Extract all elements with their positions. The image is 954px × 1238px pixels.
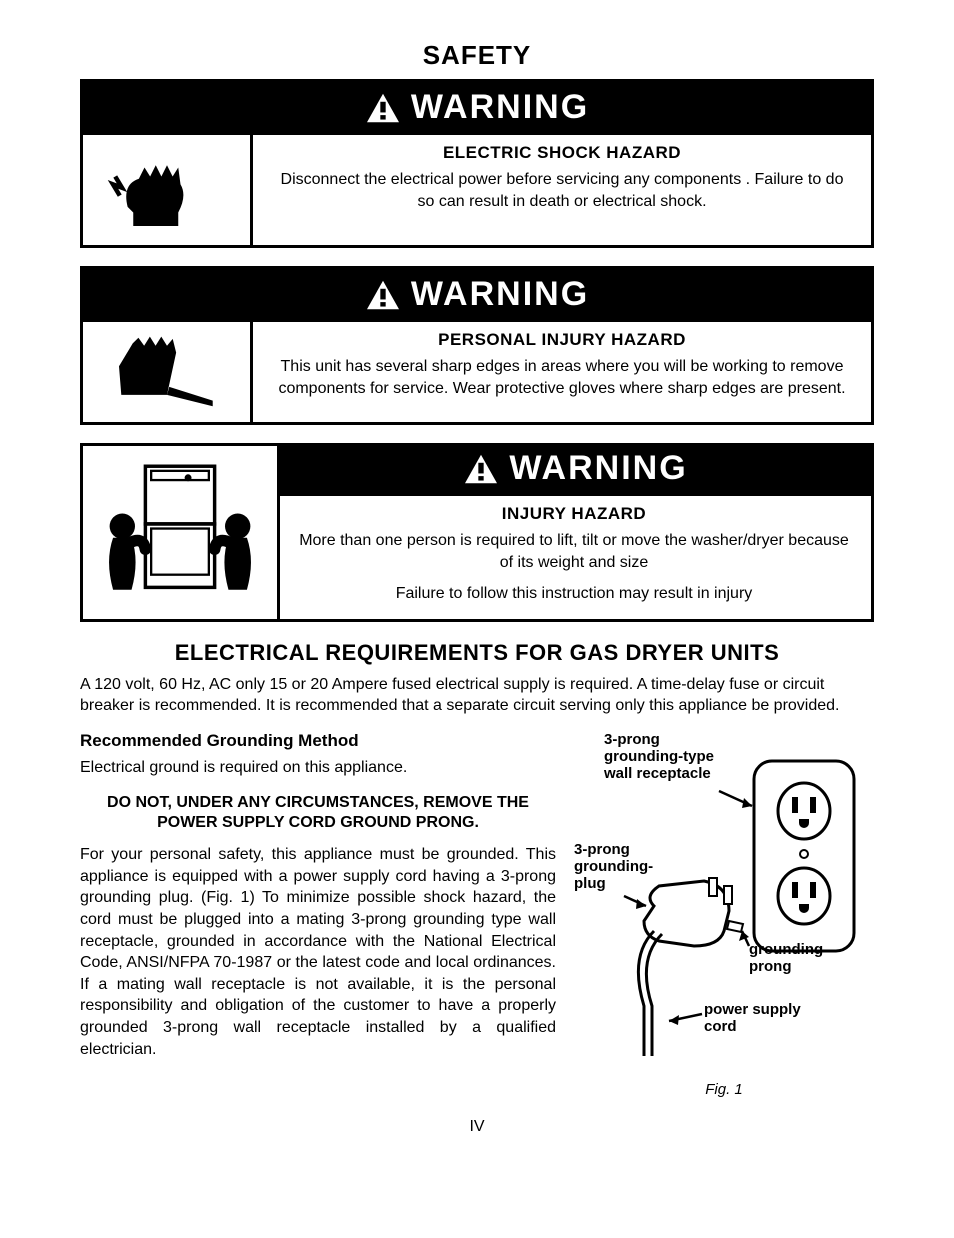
grounding-body: For your personal safety, this appliance… (80, 844, 556, 1060)
warning-subhead: INJURY HAZARD (297, 504, 851, 524)
warning-header-text: WARNING (509, 449, 687, 488)
alert-triangle-icon (365, 279, 401, 311)
warning-header-text: WARNING (411, 275, 589, 314)
shock-hand-icon (83, 135, 253, 245)
label-receptacle: 3-prong grounding-type wall receptacle (604, 731, 714, 783)
label-plug: 3-prong grounding-plug (574, 841, 664, 893)
warning-header: WARNING (83, 269, 871, 322)
alert-triangle-icon (365, 92, 401, 124)
warning-personal-injury: WARNING PERSONAL INJURY HAZARD This unit… (80, 266, 874, 425)
alert-triangle-icon (463, 453, 499, 485)
warning-subhead: ELECTRIC SHOCK HAZARD (273, 143, 851, 163)
page-number: IV (80, 1118, 874, 1136)
warning-text-2: Failure to follow this instruction may r… (297, 583, 851, 605)
warning-subhead: PERSONAL INJURY HAZARD (273, 330, 851, 350)
grounding-method-head: Recommended Grounding Method (80, 731, 556, 751)
figure-1: 3-prong grounding-type wall receptacle 3… (574, 731, 874, 1098)
label-cord: power supply cord (704, 1001, 804, 1036)
do-not-remove-prong: DO NOT, UNDER ANY CIRCUMSTANCES, REMOVE … (80, 793, 556, 835)
page-title: SAFETY (80, 40, 874, 71)
warning-header-text: WARNING (411, 88, 589, 127)
electrical-intro: A 120 volt, 60 Hz, AC only 15 or 20 Ampe… (80, 674, 874, 717)
warning-electric-shock: WARNING ELECTRIC SHOCK HAZARD Disconnect… (80, 79, 874, 248)
warning-text: This unit has several sharp edges in are… (273, 356, 851, 399)
two-person-lift-icon (80, 443, 280, 622)
figure-caption: Fig. 1 (574, 1081, 874, 1098)
sharp-hand-icon (83, 322, 253, 422)
grounding-line: Electrical ground is required on this ap… (80, 757, 556, 779)
warning-text: Disconnect the electrical power before s… (273, 169, 851, 212)
warning-header: WARNING (277, 443, 874, 496)
warning-text-1: More than one person is required to lift… (297, 530, 851, 573)
warning-header: WARNING (83, 82, 871, 135)
electrical-section-title: ELECTRICAL REQUIREMENTS FOR GAS DRYER UN… (80, 640, 874, 666)
label-groundprong: grounding prong (749, 941, 839, 976)
warning-injury-hazard: WARNING INJURY HAZARD More than one pers… (80, 443, 874, 622)
